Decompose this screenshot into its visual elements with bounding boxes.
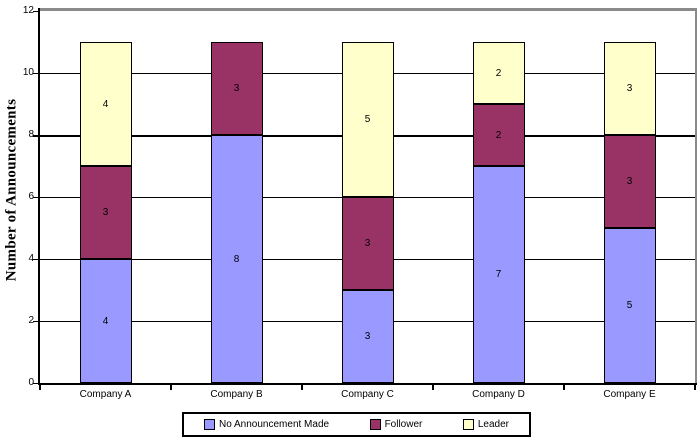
segment-follower: 2 (472, 104, 525, 166)
y-axis-tick-10 (33, 73, 40, 74)
data-label: 3 (364, 331, 371, 342)
x-axis-tick-1 (170, 385, 172, 390)
x-axis-tick-2 (301, 385, 303, 390)
category-4: 2 2 7 (433, 11, 564, 383)
x-axis-label-5: Company E (603, 389, 656, 400)
y-axis-tick-label: 10 (22, 67, 34, 78)
segment-leader: 4 (79, 42, 132, 166)
x-axis-label-2: Company B (210, 389, 263, 400)
segment-follower: 3 (79, 166, 132, 259)
category-1: 4 3 4 (40, 11, 171, 383)
data-label: 2 (495, 67, 502, 79)
x-axis-tick-5 (694, 385, 696, 390)
y-axis-tick-8 (33, 135, 40, 137)
x-axis-tick-3 (432, 385, 434, 390)
data-label: 8 (233, 253, 240, 265)
y-axis-tick-4 (33, 259, 40, 260)
bar-company-c: 5 3 3 (341, 42, 394, 383)
data-label: 4 (102, 315, 109, 327)
data-label: 4 (102, 98, 109, 110)
x-axis-label-1: Company A (79, 389, 132, 400)
x-axis-label-4: Company D (472, 389, 525, 400)
data-label: 3 (364, 238, 371, 249)
legend-swatch-icon (204, 419, 215, 430)
legend-label: Leader (477, 419, 509, 430)
y-axis-tick-12 (33, 11, 40, 12)
data-label: 5 (626, 300, 633, 311)
x-axis-label-3: Company C (341, 389, 394, 400)
segment-no-announcement-made: 4 (79, 259, 132, 383)
legend-label: No Announcement Made (219, 419, 330, 430)
segment-follower: 3 (210, 42, 263, 135)
plot-border-right (695, 8, 697, 385)
x-axis-tick-4 (563, 385, 565, 390)
category-5: 3 3 5 (564, 11, 695, 383)
segment-leader: 2 (472, 42, 525, 104)
plot-border-top (40, 8, 697, 11)
data-label: 7 (495, 269, 502, 280)
legend: No Announcement Made Follower Leader (182, 412, 531, 437)
segment-no-announcement-made: 8 (210, 135, 263, 383)
legend-item-leader: Leader (462, 419, 509, 430)
y-axis-tick-2 (33, 321, 40, 322)
legend-swatch-icon (462, 419, 474, 430)
segment-follower: 3 (341, 197, 394, 290)
segment-leader: 5 (341, 42, 394, 197)
bar-company-a: 4 3 4 (79, 42, 132, 383)
legend-label: Follower (384, 419, 423, 430)
segment-follower: 3 (603, 135, 656, 228)
legend-item-follower: Follower (369, 419, 423, 430)
segment-no-announcement-made: 3 (341, 290, 394, 383)
data-label: 3 (626, 176, 633, 187)
segment-no-announcement-made: 5 (603, 228, 656, 383)
x-axis-tick-0 (39, 385, 41, 390)
segment-no-announcement-made: 7 (472, 166, 525, 383)
y-axis-tick-label: 0 (28, 377, 34, 388)
data-label: 2 (495, 129, 502, 141)
data-label: 3 (102, 207, 109, 218)
y-axis-tick-label: 8 (28, 129, 34, 140)
segment-leader: 3 (603, 42, 656, 135)
data-label: 5 (364, 114, 371, 125)
legend-swatch-icon (369, 419, 381, 430)
bar-company-d: 2 2 7 (472, 42, 525, 383)
legend-item-no-announcement-made: No Announcement Made (204, 419, 329, 430)
y-axis-tick-label: 6 (28, 191, 34, 202)
y-axis-tick-label: 2 (28, 315, 34, 326)
y-axis-tick-0 (33, 383, 40, 384)
y-axis-line (38, 8, 40, 385)
category-3: 5 3 3 (302, 11, 433, 383)
y-axis-tick-label: 4 (28, 253, 34, 264)
data-label: 3 (626, 83, 633, 94)
data-label: 3 (233, 83, 240, 94)
y-axis-tick-label: 12 (22, 5, 34, 16)
y-axis-tick-6 (33, 197, 40, 198)
bar-company-e: 3 3 5 (603, 42, 656, 383)
x-axis-line (38, 383, 697, 385)
